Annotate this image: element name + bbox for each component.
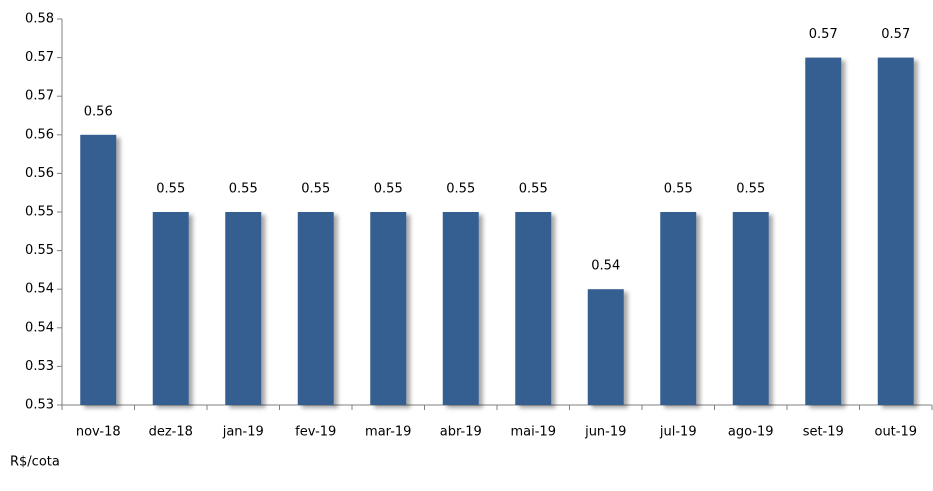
x-tick-label: dez-18 — [149, 425, 193, 440]
value-label: 0.57 — [809, 27, 838, 42]
value-label: 0.55 — [736, 182, 765, 197]
bar — [587, 289, 624, 405]
bar — [80, 134, 117, 406]
x-tick-label: fev-19 — [295, 425, 336, 440]
bar — [515, 212, 552, 405]
x-tick-label: abr-19 — [440, 425, 482, 440]
bar — [370, 212, 407, 405]
y-tick-label: 0.53 — [25, 398, 54, 413]
x-tick-label: out-19 — [874, 425, 917, 440]
bar — [225, 212, 262, 405]
bar — [805, 57, 842, 405]
value-label: 0.55 — [301, 182, 330, 197]
y-tick-label: 0.56 — [25, 166, 54, 181]
y-tick-label: 0.57 — [25, 89, 54, 104]
value-label: 0.55 — [446, 182, 475, 197]
value-label: 0.55 — [229, 182, 258, 197]
y-tick-label: 0.58 — [25, 12, 54, 27]
y-unit-label: R$/cota — [10, 455, 60, 470]
y-tick-label: 0.54 — [25, 282, 54, 297]
bar — [152, 212, 189, 405]
bar — [877, 57, 914, 405]
y-tick-label: 0.54 — [25, 320, 54, 335]
value-label: 0.57 — [881, 27, 910, 42]
y-tick-label: 0.53 — [25, 359, 54, 374]
y-tick-label: 0.55 — [25, 205, 54, 220]
x-tick-label: jan-19 — [222, 425, 264, 440]
y-tick-label: 0.57 — [25, 50, 54, 65]
x-tick-label: jun-19 — [584, 425, 626, 440]
bar — [442, 212, 479, 405]
bar — [297, 212, 334, 405]
x-tick-label: ago-19 — [728, 425, 774, 440]
x-tick-label: mai-19 — [511, 425, 556, 440]
value-label: 0.56 — [84, 104, 113, 119]
y-tick-label: 0.56 — [25, 127, 54, 142]
x-tick-label: mar-19 — [365, 425, 411, 440]
value-label: 0.55 — [664, 182, 693, 197]
x-tick-label: set-19 — [803, 425, 844, 440]
bar — [660, 212, 697, 405]
x-tick-label: jul-19 — [659, 425, 697, 440]
value-label: 0.55 — [156, 182, 185, 197]
value-label: 0.54 — [591, 259, 620, 274]
x-tick-label: nov-18 — [76, 425, 121, 440]
y-tick-label: 0.55 — [25, 243, 54, 258]
value-label: 0.55 — [519, 182, 548, 197]
value-label: 0.55 — [374, 182, 403, 197]
bar — [732, 212, 769, 405]
